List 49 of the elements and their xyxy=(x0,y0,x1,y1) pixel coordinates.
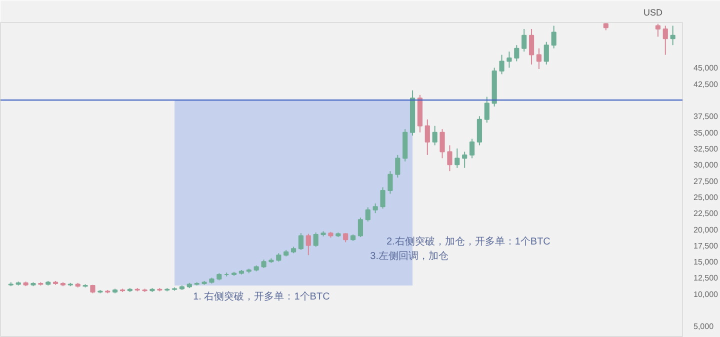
candlestick xyxy=(469,138,475,159)
candlestick xyxy=(499,54,504,75)
y-tick-label: 37,500 xyxy=(694,112,719,122)
candlestick xyxy=(365,206,370,222)
y-tick-label: 17,500 xyxy=(694,241,719,250)
y-tick-label: 45,000 xyxy=(694,64,719,73)
candlestick xyxy=(395,154,400,178)
candlestick xyxy=(343,232,348,243)
y-tick-label: 22,500 xyxy=(694,209,719,218)
candlestick xyxy=(536,48,542,70)
candlestick xyxy=(380,186,386,210)
candlestick xyxy=(306,233,311,256)
candlestick xyxy=(476,116,482,146)
y-tick-label: 20,000 xyxy=(694,225,719,234)
candlestick xyxy=(432,125,438,146)
y-tick-label: 35,000 xyxy=(694,128,719,138)
y-tick-label: 27,500 xyxy=(694,176,719,186)
candlestick xyxy=(506,51,512,68)
candlestick xyxy=(655,23,660,38)
candlestick xyxy=(298,232,304,250)
candlestick xyxy=(670,25,676,46)
candlestick xyxy=(544,41,549,65)
candlestick xyxy=(424,118,430,156)
y-tick-label: 42,500 xyxy=(694,80,719,89)
candlestick xyxy=(313,232,318,248)
y-axis-title: USD xyxy=(644,8,663,18)
y-tick-label: 32,500 xyxy=(694,144,719,154)
candlestick xyxy=(522,28,527,52)
annotation: 1. 右侧突破，开多单：1个BTC xyxy=(193,290,330,302)
candlestick xyxy=(514,44,520,62)
candlestick xyxy=(551,25,556,49)
y-tick-label: 12,500 xyxy=(694,274,719,283)
candlestick xyxy=(462,151,468,168)
candlestick xyxy=(358,217,364,238)
candlestick xyxy=(528,28,534,65)
candlestick xyxy=(662,25,668,56)
candlestick xyxy=(484,96,490,124)
candlestick xyxy=(440,128,445,159)
candlestick xyxy=(388,170,393,194)
candlestick xyxy=(454,148,460,168)
y-tick-label: 10,000 xyxy=(694,290,719,299)
y-tick-label: 15,000 xyxy=(694,258,719,267)
y-tick-label: 25,000 xyxy=(694,192,719,202)
candlestick xyxy=(447,144,452,172)
y-tick-label: 5,000 xyxy=(694,322,714,332)
candlestick xyxy=(372,202,378,214)
annotation: 3.左侧回调，加仓 xyxy=(370,250,448,262)
annotation: 2.右侧突破，加仓，开多单：1个BTC xyxy=(386,235,550,248)
y-tick-label: 30,000 xyxy=(694,160,719,170)
